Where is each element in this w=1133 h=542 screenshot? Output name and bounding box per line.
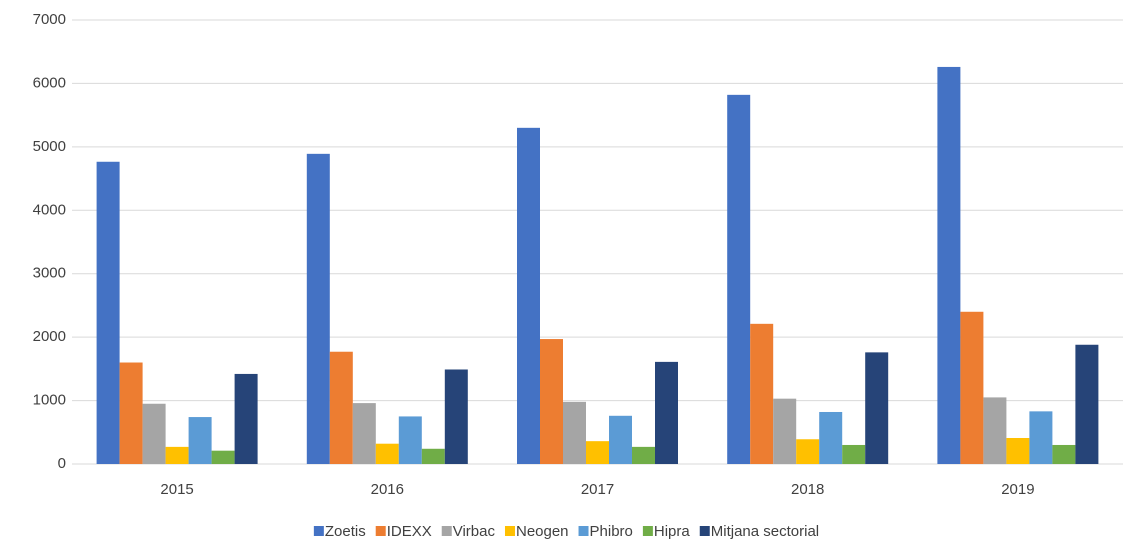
- bar: [119, 362, 143, 464]
- bar: [842, 444, 866, 464]
- y-tick-label: 5000: [33, 138, 66, 155]
- bar: [234, 373, 258, 464]
- bar: [96, 161, 120, 464]
- bar: [750, 323, 774, 464]
- legend-swatch: [642, 526, 653, 536]
- bar: [540, 339, 563, 464]
- x-tick-label: 2015: [160, 481, 193, 498]
- bar: [1052, 444, 1076, 464]
- y-tick-label: 1000: [33, 392, 66, 409]
- y-tick-label: 6000: [33, 74, 66, 91]
- bar: [142, 403, 166, 464]
- y-tick-label: 4000: [33, 201, 66, 218]
- legend: Zoetis IDEXX Virbac Neogen Phibro Hipra Mitjan…: [313, 523, 819, 540]
- legend-label: Virbac: [453, 523, 496, 540]
- bar: [609, 415, 632, 464]
- bar: [329, 351, 353, 464]
- bar: [937, 66, 961, 465]
- x-tick-label: 2017: [581, 481, 614, 498]
- legend-label: Neogen: [516, 523, 569, 540]
- bar: [306, 153, 330, 464]
- y-tick-label: 7000: [33, 11, 66, 28]
- bar: [727, 94, 751, 465]
- bar: [211, 450, 235, 464]
- legend-label: Zoetis: [325, 523, 366, 540]
- x-tick-label: 2018: [791, 481, 824, 498]
- bar: [517, 127, 540, 464]
- legend-label: Mitjana sectorial: [711, 523, 819, 540]
- bar: [773, 398, 797, 464]
- bar: [563, 401, 586, 464]
- bar: [444, 369, 468, 464]
- bar: [421, 448, 445, 464]
- bar: [165, 446, 189, 464]
- legend-swatch: [313, 526, 324, 536]
- bar: [586, 441, 609, 464]
- bar: [188, 417, 212, 464]
- legend-label: Phibro: [590, 523, 633, 540]
- legend-label: IDEXX: [387, 523, 432, 540]
- bar: [352, 403, 376, 464]
- y-tick-label: 3000: [33, 265, 66, 282]
- y-tick-label: 0: [58, 455, 66, 472]
- legend-swatch: [441, 526, 452, 536]
- bar: [960, 311, 984, 464]
- bar: [796, 439, 820, 464]
- legend-label: Hipra: [654, 523, 691, 540]
- bar: [632, 446, 655, 464]
- bar: [819, 411, 843, 464]
- legend-swatch: [578, 526, 589, 536]
- y-tick-label: 2000: [33, 328, 66, 345]
- x-tick-label: 2019: [1001, 481, 1034, 498]
- bar: [1029, 411, 1053, 464]
- bar: [655, 361, 678, 464]
- bar: [1075, 344, 1099, 464]
- legend-swatch: [699, 526, 710, 536]
- bar: [865, 352, 889, 464]
- legend-swatch: [375, 526, 386, 536]
- bar: [398, 416, 422, 464]
- bar: [1006, 437, 1030, 464]
- x-tick-label: 2016: [371, 481, 404, 498]
- bar: [375, 443, 399, 464]
- legend-swatch: [504, 526, 515, 536]
- bar: [983, 397, 1007, 464]
